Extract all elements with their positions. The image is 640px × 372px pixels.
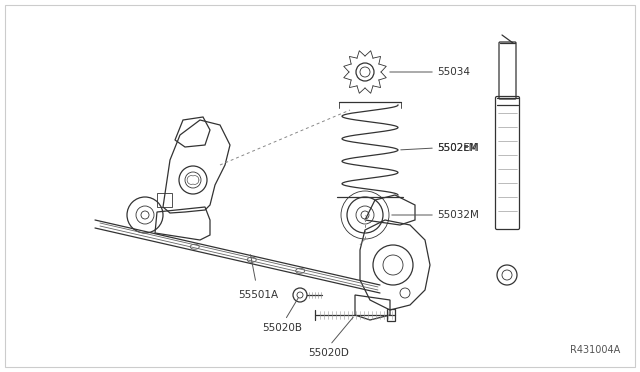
Text: 55501A: 55501A bbox=[238, 290, 278, 300]
Text: 5502EM: 5502EM bbox=[437, 143, 479, 153]
Text: R431004A: R431004A bbox=[570, 345, 620, 355]
Text: 55020D: 55020D bbox=[308, 348, 349, 358]
Bar bbox=[157, 193, 172, 207]
Text: 55032M: 55032M bbox=[437, 210, 479, 220]
Text: 55034: 55034 bbox=[437, 67, 470, 77]
Bar bbox=[387, 309, 395, 321]
Text: 5502ᴇM: 5502ᴇM bbox=[437, 143, 477, 153]
Text: 55020B: 55020B bbox=[262, 323, 302, 333]
